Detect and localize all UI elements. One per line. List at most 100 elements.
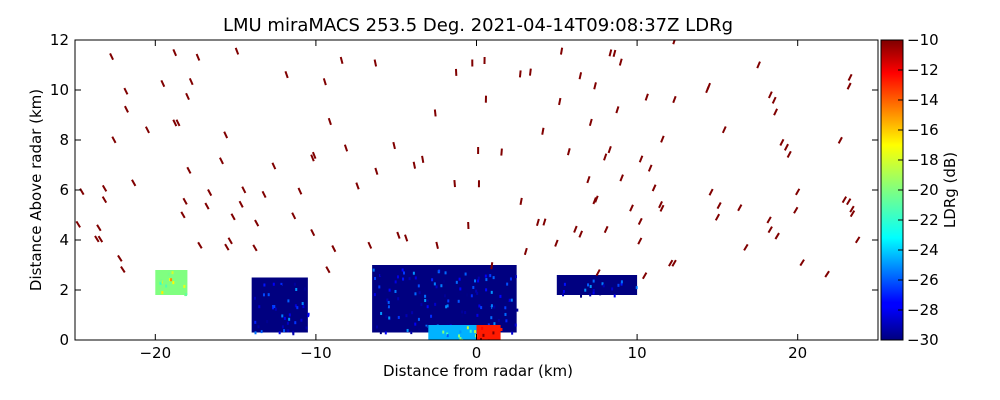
sparse-echo	[172, 48, 178, 57]
echo-speckle	[506, 282, 509, 286]
sparse-echo	[75, 220, 81, 228]
echo-speckle	[443, 294, 446, 298]
colorbar-label: LDRg (dB)	[941, 152, 959, 228]
sparse-echo	[182, 197, 188, 205]
sparse-echo	[254, 219, 260, 227]
sparse-echo	[195, 53, 201, 61]
echo-speckle	[395, 312, 398, 316]
y-tick-label: 8	[59, 131, 69, 149]
echo-speckle	[493, 322, 496, 326]
echo-speckle	[509, 277, 512, 281]
echo-speckle	[302, 305, 305, 309]
echo-speckle	[431, 319, 434, 323]
echo-speckle	[430, 314, 433, 318]
sparse-echo	[660, 135, 665, 143]
sparse-echo	[327, 117, 332, 126]
sparse-echo	[421, 155, 425, 163]
sparse-echo	[615, 106, 620, 114]
echo-speckle	[272, 306, 275, 310]
echo-speckle	[477, 276, 480, 280]
sparse-echo	[793, 206, 799, 214]
echo-speckle	[587, 283, 590, 287]
echo-speckle	[406, 328, 409, 332]
echo-speckle	[394, 289, 397, 293]
sparse-echo	[714, 213, 721, 221]
echo-speckle	[305, 326, 308, 330]
sparse-echo	[109, 52, 114, 61]
sparse-echo	[484, 95, 488, 103]
echo-speckle	[424, 326, 427, 330]
echo-speckle	[476, 313, 479, 317]
echo-speckle	[374, 276, 377, 280]
echo-speckle	[412, 271, 415, 275]
sparse-echo	[588, 118, 593, 126]
echo-speckle	[438, 269, 441, 273]
sparse-echo	[566, 148, 571, 156]
echo-speckle	[376, 324, 379, 328]
echo-speckle	[431, 278, 434, 282]
sparse-echo	[477, 180, 481, 188]
sparse-echo	[204, 202, 210, 210]
echo-speckle	[463, 290, 466, 294]
colorbar-tick-label: −14	[907, 91, 939, 109]
echo-speckle	[620, 282, 623, 286]
sparse-echo	[490, 262, 494, 270]
echo-speckle	[466, 326, 469, 330]
sparse-echo	[373, 59, 378, 67]
echo-speckle	[492, 276, 495, 280]
echo-speckle	[435, 285, 438, 289]
echo-speckle	[442, 268, 445, 272]
sparse-echo	[297, 187, 303, 195]
sparse-echo	[559, 47, 564, 55]
sparse-echo	[779, 138, 785, 146]
echo-speckle	[421, 289, 424, 293]
colorbar-tick-label: −28	[907, 301, 939, 319]
echo-speckle	[262, 310, 265, 314]
echo-speckle	[260, 330, 263, 334]
sparse-echo	[629, 204, 634, 212]
echo-speckle	[455, 280, 458, 284]
x-axis: −20 −10 0 10 20	[139, 40, 807, 362]
echo-speckle	[420, 303, 423, 307]
echo-speckle	[484, 274, 487, 278]
sparse-echo	[252, 244, 258, 252]
echo-speckle	[402, 277, 405, 281]
echo-speckle	[562, 293, 565, 297]
echo-speckle	[183, 284, 186, 288]
x-tick-label: −10	[300, 344, 332, 362]
echo-speckle	[458, 334, 461, 338]
echo-speckle	[425, 271, 428, 275]
echo-speckle	[272, 282, 275, 286]
echo-speckle	[435, 295, 438, 299]
sparse-echo	[671, 259, 677, 267]
sparse-echo	[647, 164, 653, 172]
echo-region	[372, 265, 517, 333]
echo-speckle	[274, 307, 277, 311]
echo-speckle	[490, 316, 493, 320]
sparse-echo	[230, 213, 236, 221]
echo-speckle	[464, 308, 467, 312]
echo-speckle	[384, 308, 387, 312]
sparse-echo	[339, 56, 344, 65]
sparse-echo	[467, 221, 470, 230]
y-axis: 0 2 4 6 8 10 12	[50, 31, 878, 349]
echo-speckle	[416, 265, 419, 269]
sparse-echo	[96, 224, 102, 232]
echo-speckle	[485, 288, 488, 292]
sparse-echo	[638, 155, 644, 163]
echo-speckle	[418, 291, 421, 295]
echo-speckle	[255, 289, 258, 293]
echo-speckle	[490, 290, 493, 294]
echo-speckle	[562, 289, 565, 293]
echo-speckle	[165, 284, 168, 288]
sparse-echo	[837, 136, 843, 144]
sparse-echo	[271, 162, 277, 170]
y-tick-label: 2	[59, 281, 69, 299]
echo-speckle	[602, 284, 605, 288]
sparse-echo	[637, 237, 643, 245]
echo-speckle	[258, 328, 261, 332]
echo-speckle	[489, 274, 492, 278]
echo-speckle	[185, 293, 188, 297]
sparse-echo	[528, 68, 532, 76]
echo-speckle	[505, 319, 508, 323]
